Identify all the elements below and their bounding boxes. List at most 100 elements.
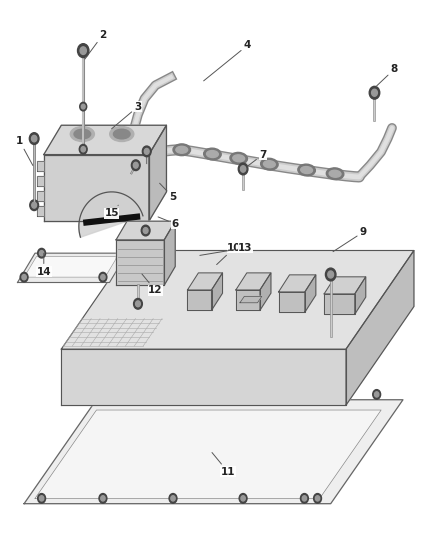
Polygon shape	[116, 221, 175, 240]
Circle shape	[20, 272, 28, 282]
Text: 12: 12	[142, 274, 163, 295]
Circle shape	[243, 392, 247, 397]
Circle shape	[99, 272, 107, 282]
Circle shape	[22, 274, 26, 280]
Ellipse shape	[230, 152, 247, 164]
Text: 7: 7	[247, 150, 266, 166]
Circle shape	[241, 390, 249, 399]
Ellipse shape	[207, 150, 218, 158]
Circle shape	[141, 225, 150, 236]
Circle shape	[136, 301, 140, 307]
Polygon shape	[305, 275, 316, 312]
Polygon shape	[37, 191, 44, 201]
Polygon shape	[24, 400, 403, 504]
Circle shape	[173, 392, 177, 397]
Ellipse shape	[110, 127, 134, 142]
Polygon shape	[187, 273, 223, 290]
Text: 8: 8	[377, 64, 398, 86]
Polygon shape	[79, 192, 143, 237]
Text: 4: 4	[204, 41, 251, 81]
Ellipse shape	[74, 130, 91, 139]
Polygon shape	[44, 155, 149, 221]
Polygon shape	[116, 240, 164, 285]
Circle shape	[325, 268, 336, 281]
Circle shape	[142, 146, 151, 157]
Polygon shape	[187, 290, 212, 310]
Polygon shape	[279, 292, 305, 312]
Circle shape	[101, 496, 105, 501]
Text: 1: 1	[16, 136, 33, 165]
Circle shape	[300, 494, 308, 503]
Polygon shape	[324, 294, 355, 314]
Text: 9: 9	[333, 227, 367, 252]
Polygon shape	[37, 176, 44, 186]
Ellipse shape	[298, 164, 315, 176]
Circle shape	[171, 496, 175, 501]
Text: 14: 14	[36, 253, 51, 277]
Circle shape	[133, 162, 138, 168]
Ellipse shape	[113, 130, 130, 139]
Circle shape	[110, 390, 118, 399]
Ellipse shape	[301, 166, 312, 174]
Text: 11: 11	[212, 453, 235, 477]
Polygon shape	[37, 206, 44, 216]
Circle shape	[32, 135, 37, 142]
Circle shape	[32, 202, 36, 208]
Polygon shape	[44, 125, 166, 155]
Circle shape	[302, 496, 307, 501]
Circle shape	[171, 390, 179, 399]
Circle shape	[80, 102, 87, 111]
Circle shape	[314, 494, 321, 503]
Circle shape	[143, 228, 148, 233]
Circle shape	[145, 148, 149, 155]
Polygon shape	[236, 290, 260, 310]
Text: 6: 6	[158, 217, 179, 229]
Polygon shape	[37, 161, 44, 171]
Ellipse shape	[261, 158, 278, 170]
Ellipse shape	[152, 148, 163, 155]
Circle shape	[38, 248, 46, 258]
Ellipse shape	[149, 146, 166, 157]
Circle shape	[131, 160, 140, 171]
Circle shape	[313, 392, 318, 397]
Circle shape	[78, 44, 89, 58]
Circle shape	[241, 496, 245, 501]
Polygon shape	[61, 251, 414, 349]
Circle shape	[374, 392, 379, 397]
Circle shape	[81, 147, 85, 152]
Polygon shape	[212, 273, 223, 310]
Polygon shape	[35, 410, 381, 498]
Polygon shape	[18, 253, 127, 282]
Circle shape	[371, 89, 378, 96]
Circle shape	[39, 251, 44, 256]
Polygon shape	[260, 273, 271, 310]
Circle shape	[99, 494, 107, 503]
Circle shape	[81, 104, 85, 109]
Circle shape	[328, 271, 334, 278]
Ellipse shape	[326, 168, 344, 180]
Circle shape	[79, 144, 87, 154]
Circle shape	[38, 494, 46, 503]
Circle shape	[112, 392, 116, 397]
Ellipse shape	[204, 148, 221, 160]
Circle shape	[101, 274, 105, 280]
Polygon shape	[346, 251, 414, 405]
Polygon shape	[236, 273, 271, 290]
Polygon shape	[355, 277, 366, 314]
Text: 3: 3	[112, 102, 141, 129]
Circle shape	[240, 166, 246, 172]
Ellipse shape	[173, 144, 191, 156]
Text: 13: 13	[200, 243, 253, 255]
Polygon shape	[279, 275, 316, 292]
Circle shape	[80, 47, 86, 54]
Circle shape	[117, 254, 124, 263]
Polygon shape	[24, 257, 117, 277]
Ellipse shape	[176, 147, 187, 154]
Ellipse shape	[233, 155, 244, 162]
Circle shape	[239, 494, 247, 503]
Polygon shape	[240, 296, 262, 303]
Circle shape	[315, 496, 320, 501]
Polygon shape	[324, 277, 366, 294]
Circle shape	[134, 298, 142, 309]
Circle shape	[29, 133, 39, 144]
